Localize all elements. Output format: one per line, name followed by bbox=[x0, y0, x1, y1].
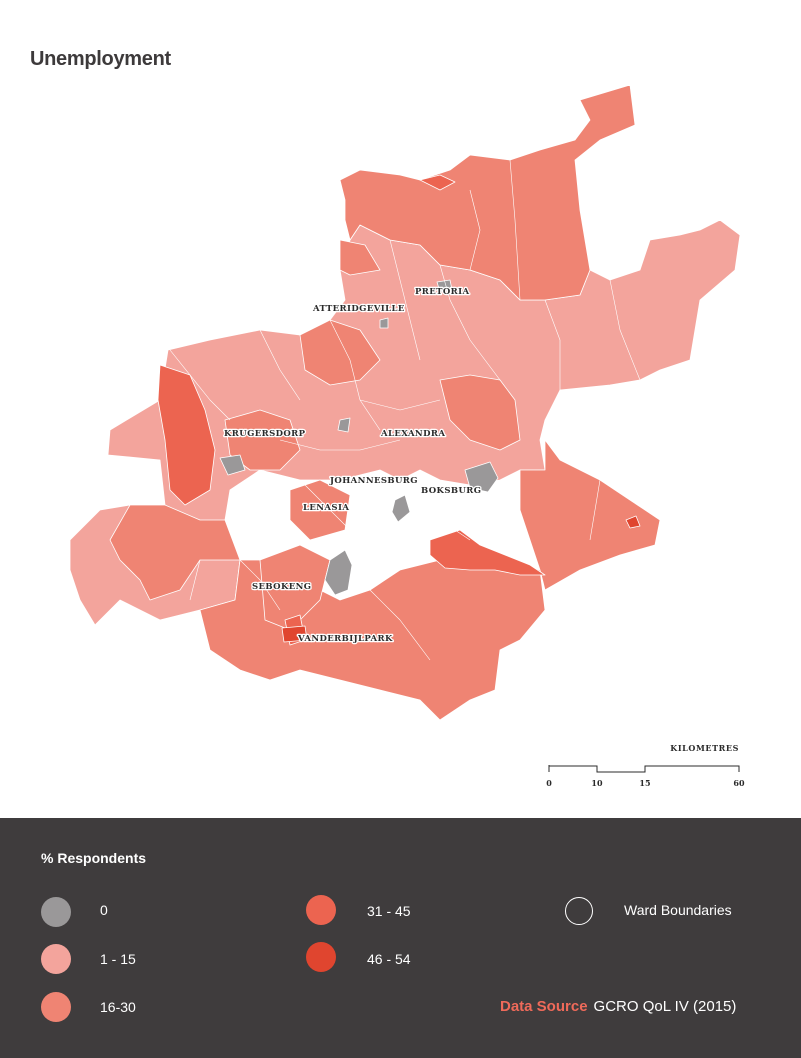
place-label-sebokeng: SEBOKENG bbox=[252, 582, 311, 592]
region-0-boksburg bbox=[464, 461, 499, 493]
legend-swatch-31-45 bbox=[306, 895, 336, 925]
region-46-54-vanderbijlpark bbox=[281, 625, 308, 643]
scale-tick-0: 0 bbox=[546, 778, 552, 788]
region-1-15-west bbox=[69, 219, 741, 626]
legend-panel: % Respondents 0 1 - 15 16-30 31 - 45 46 … bbox=[0, 818, 801, 1058]
region-16-30-southeast bbox=[519, 439, 661, 591]
legend-swatch-1-15 bbox=[41, 944, 71, 974]
place-label-pretoria: PRETORIA bbox=[415, 287, 470, 297]
legend-swatch-0 bbox=[41, 897, 71, 927]
scale-tick-60: 60 bbox=[733, 778, 745, 788]
legend-label-0: 0 bbox=[100, 902, 108, 918]
place-labels: PRETORIA ATTERIDGEVILLE KRUGERSDORP ALEX… bbox=[223, 286, 483, 646]
region-0-krugersdorp bbox=[219, 454, 246, 476]
legend-label-31-45: 31 - 45 bbox=[367, 903, 411, 919]
region-16-30-central bbox=[299, 319, 381, 386]
legend-label-1-15: 1 - 15 bbox=[100, 951, 136, 967]
legend-label-46-54: 46 - 54 bbox=[367, 951, 411, 967]
region-0-east-central bbox=[391, 494, 411, 523]
region-16-30-northwest bbox=[339, 239, 381, 276]
scale-bar-title: KILOMETRES bbox=[670, 743, 739, 753]
region-46-54-east-patch bbox=[625, 515, 641, 529]
region-16-30-north bbox=[339, 84, 636, 301]
region-16-30-east-central bbox=[439, 374, 521, 451]
region-31-45-west-strip bbox=[157, 364, 216, 506]
place-label-alexandra: ALEXANDRA bbox=[380, 429, 445, 439]
map-title: Unemployment bbox=[30, 48, 171, 70]
region-0-north bbox=[379, 317, 389, 329]
scale-bar bbox=[548, 765, 740, 773]
ward-boundary-lines bbox=[107, 159, 641, 661]
place-label-johannesburg: JOHANNESBURG bbox=[329, 476, 418, 486]
place-label-lenasia: LENASIA bbox=[303, 503, 349, 513]
scale-tick-15: 15 bbox=[639, 778, 651, 788]
legend-label-ward-boundaries: Ward Boundaries bbox=[624, 902, 732, 918]
data-source-label: Data Source bbox=[500, 998, 588, 1015]
legend-swatch-16-30 bbox=[41, 992, 71, 1022]
place-label-vanderbijlpark: VANDERBIJLPARK bbox=[297, 634, 393, 644]
region-0-south bbox=[324, 549, 353, 596]
place-label-krugersdorp: KRUGERSDORP bbox=[224, 429, 306, 439]
gauteng-ward-map: PRETORIA ATTERIDGEVILLE KRUGERSDORP ALEX… bbox=[69, 84, 741, 773]
legend-label-16-30: 16-30 bbox=[100, 999, 136, 1015]
region-0-alexandra bbox=[337, 417, 351, 433]
ward-boundary-icon bbox=[565, 897, 593, 925]
data-source: Data Source GCRO QoL IV (2015) bbox=[500, 998, 736, 1015]
region-16-30-west bbox=[109, 504, 241, 601]
region-31-45-north-patch bbox=[419, 174, 456, 191]
place-label-atteridgeville: ATTERIDGEVILLE bbox=[312, 304, 405, 314]
scale-tick-10: 10 bbox=[591, 778, 603, 788]
data-source-value: GCRO QoL IV (2015) bbox=[593, 998, 737, 1015]
ward-regions bbox=[69, 84, 741, 721]
legend-title: % Respondents bbox=[41, 850, 147, 866]
place-label-boksburg: BOKSBURG bbox=[421, 486, 481, 496]
region-31-45-east bbox=[429, 529, 546, 576]
region-16-30-lenasia bbox=[289, 479, 351, 541]
region-0-pretoria bbox=[436, 279, 453, 293]
region-16-30-vaal bbox=[259, 544, 331, 631]
legend-swatch-46-54 bbox=[306, 942, 336, 972]
